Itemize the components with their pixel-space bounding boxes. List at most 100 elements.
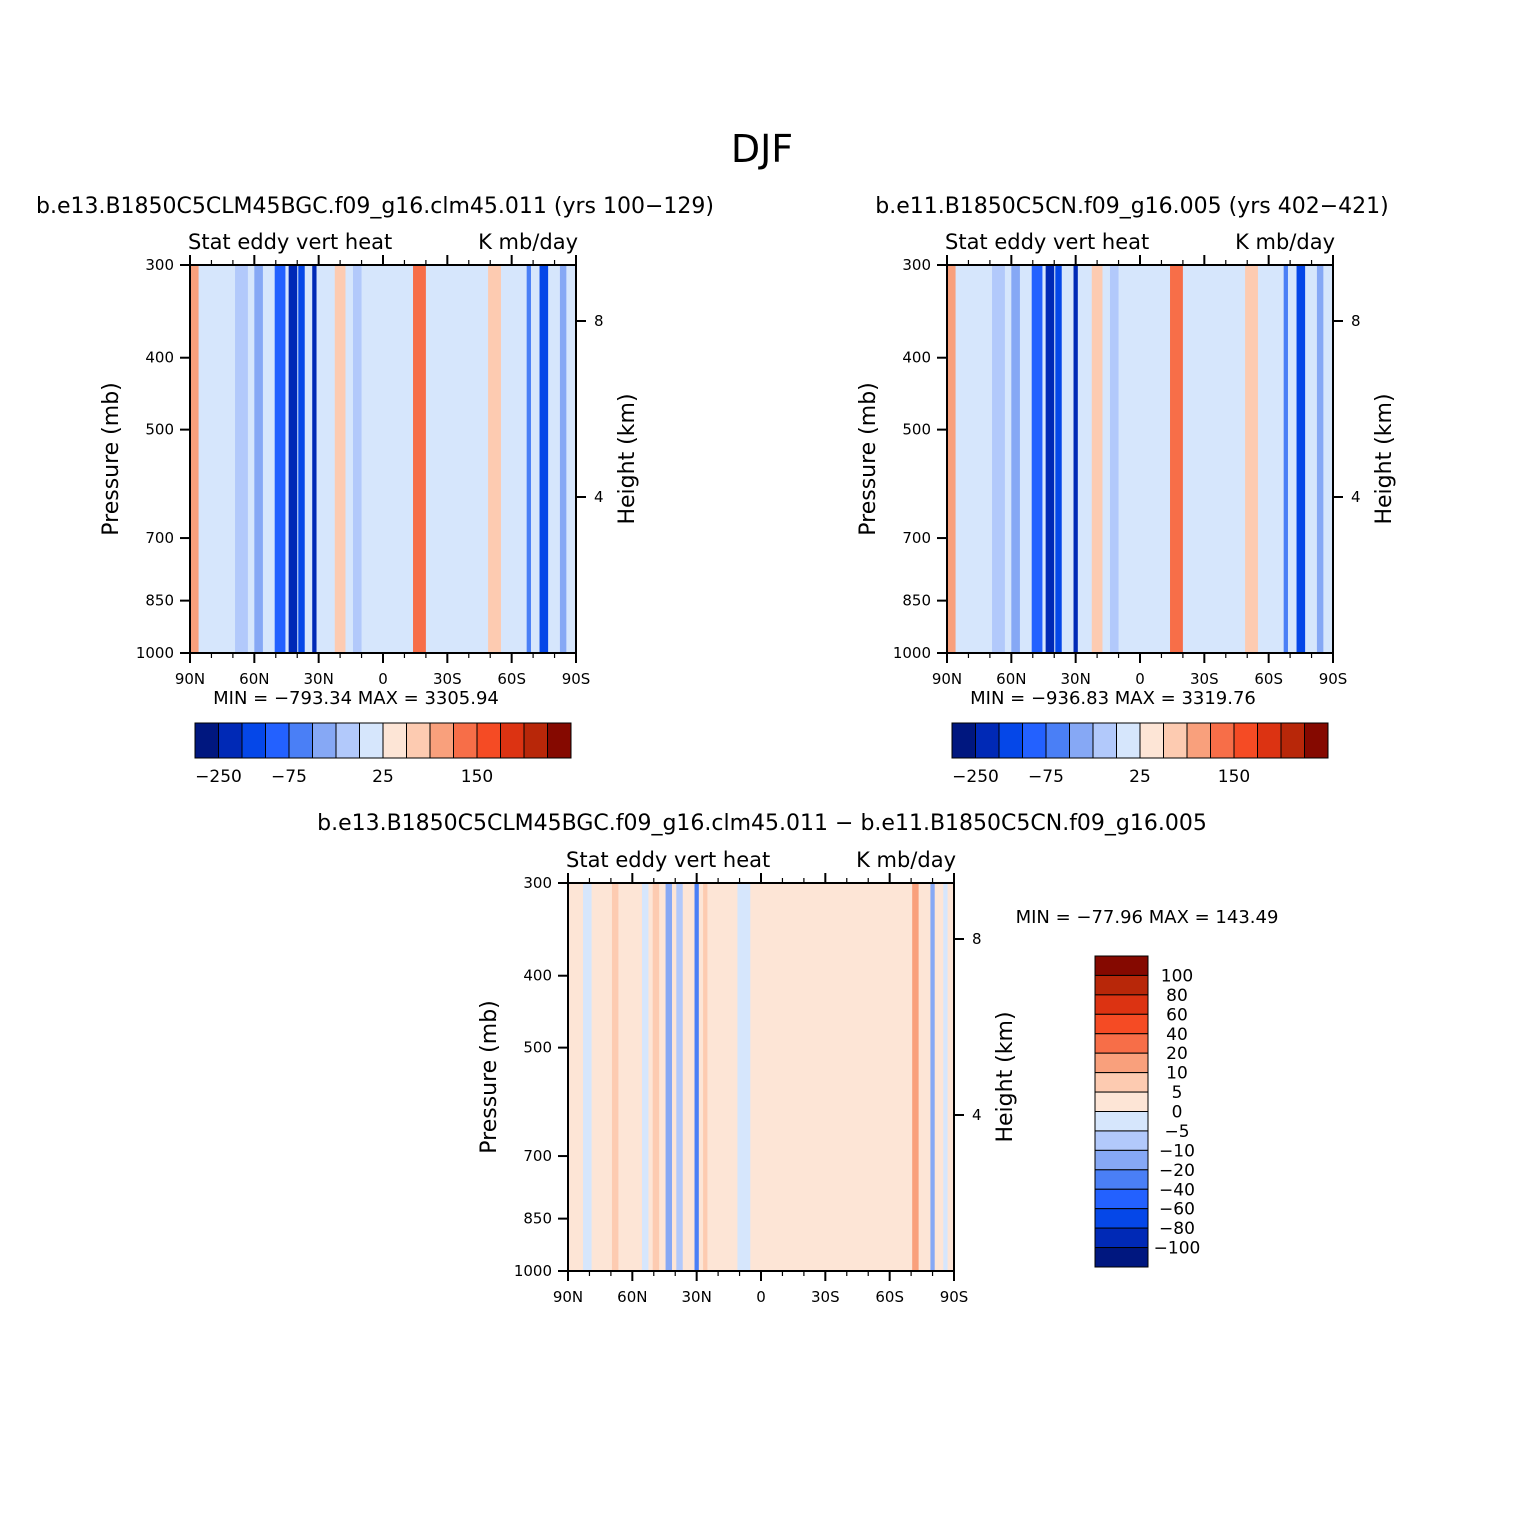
- field-band: [334, 265, 346, 653]
- field-band: [703, 883, 708, 1271]
- plot-area: [947, 265, 1333, 653]
- figure-title: DJF: [731, 127, 793, 171]
- colorbar-box: [1094, 1091, 1149, 1112]
- field-band: [1146, 265, 1156, 653]
- colorbar-box: [1094, 1052, 1149, 1074]
- field-band: [1283, 265, 1288, 653]
- colorbar-box: [288, 722, 313, 759]
- colorbar-box: [500, 722, 525, 759]
- colorbar-box: [1304, 722, 1329, 759]
- colorbar-label: 40: [1166, 1025, 1188, 1045]
- colorbar-box: [1094, 1149, 1149, 1171]
- y-right-tick-label: 4: [594, 488, 604, 506]
- field-band: [1055, 265, 1062, 653]
- y-tick-label: 700: [902, 529, 931, 547]
- field-band: [641, 883, 649, 1271]
- colorbar-label: 25: [372, 767, 394, 787]
- colorbar-box: [1094, 1130, 1149, 1151]
- colorbar-label: 150: [461, 767, 493, 787]
- y-axis-title: Pressure (mb): [99, 382, 124, 536]
- colorbar-box: [1210, 722, 1235, 759]
- field-band: [413, 265, 426, 653]
- plot-area: [568, 883, 954, 1271]
- left-string: Stat eddy vert heat: [945, 230, 1149, 254]
- field-band: [737, 883, 751, 1271]
- colorbar-box: [1092, 722, 1117, 759]
- field-band: [235, 265, 248, 653]
- left-string: Stat eddy vert heat: [188, 230, 392, 254]
- field-band: [288, 265, 298, 653]
- y-tick-label: 300: [145, 256, 174, 274]
- colorbar-box: [1094, 1033, 1149, 1054]
- colorbar-box: [1257, 722, 1282, 759]
- field-band: [583, 883, 592, 1271]
- field-band: [312, 265, 317, 653]
- field-band: [665, 883, 673, 1271]
- y-right-axis-title: Height (km): [993, 1011, 1018, 1142]
- colorbar-box: [194, 722, 219, 759]
- colorbar-box: [1139, 722, 1164, 759]
- colorbar-box: [1233, 722, 1258, 759]
- colorbar-box: [1069, 722, 1094, 759]
- colorbar-box: [1280, 722, 1305, 759]
- panel-case-2: 90N 60N 30N 0 30S 60S 90S 300 400 500 700 850 1000 8 4…: [856, 194, 1397, 787]
- x-tick-label: 30N: [682, 1288, 712, 1306]
- colorbar-box: [1094, 955, 1149, 976]
- field-band: [912, 883, 919, 1271]
- x-tick-label: 60N: [996, 670, 1026, 688]
- field-band: [947, 265, 956, 653]
- x-tick-label: 60S: [497, 670, 526, 688]
- y-tick-label: 300: [523, 874, 552, 892]
- y-tick-label: 1000: [136, 644, 174, 662]
- field-band: [992, 265, 1005, 653]
- colorbar-label: −40: [1159, 1180, 1195, 1200]
- colorbar-label: 60: [1166, 1005, 1188, 1025]
- plot-background: [947, 265, 1333, 653]
- colorbar-label: 10: [1166, 1064, 1188, 1084]
- colorbar-label: −100: [1154, 1239, 1201, 1259]
- y-right-tick-label: 8: [1351, 312, 1361, 330]
- colorbar-box: [382, 722, 407, 759]
- colorbar-label: −75: [1028, 767, 1064, 787]
- colorbar-box: [1094, 1188, 1149, 1210]
- colorbar-box: [1045, 722, 1070, 759]
- field-band: [1011, 265, 1020, 653]
- field-band: [274, 265, 286, 653]
- colorbar-box: [951, 722, 976, 759]
- colorbar-box: [429, 722, 454, 759]
- field-band: [1073, 265, 1078, 653]
- field-band: [539, 265, 549, 653]
- field-band: [298, 265, 305, 653]
- field-band: [1170, 265, 1183, 653]
- colorbar-box: [547, 722, 572, 759]
- y-tick-label: 700: [145, 529, 174, 547]
- x-tick-label: 30N: [1061, 670, 1091, 688]
- panel-case-1: 90N 60N 30N 0 30S 60S 90S 300 400 500 700 850 1000 8 4…: [36, 194, 714, 787]
- colorbar-box: [453, 722, 478, 759]
- colorbar-label: 100: [1161, 966, 1193, 986]
- colorbar-label: −60: [1159, 1200, 1195, 1220]
- colorbar-box: [335, 722, 360, 759]
- field-band: [930, 883, 935, 1271]
- y-tick-label: 300: [902, 256, 931, 274]
- colorbar-label: −10: [1159, 1141, 1195, 1161]
- x-tick-label: 30N: [304, 670, 334, 688]
- colorbar-label: −5: [1164, 1122, 1189, 1142]
- colorbar-box: [476, 722, 501, 759]
- field-band: [694, 883, 699, 1271]
- x-tick-label: 30S: [1190, 670, 1219, 688]
- y-axis-title: Pressure (mb): [477, 1000, 502, 1154]
- colorbar-box: [1094, 1227, 1149, 1249]
- y-tick-label: 500: [145, 421, 174, 439]
- difference-title: b.e13.B1850C5CLM45BGC.f09_g16.clm45.011 …: [317, 811, 1207, 836]
- x-tick-label: 90S: [1319, 670, 1348, 688]
- colorbar-box: [523, 722, 548, 759]
- colorbar-label: 5: [1172, 1083, 1183, 1103]
- colorbar-box: [1094, 1111, 1149, 1132]
- right-string: K mb/day: [478, 230, 578, 254]
- x-tick-label: 60N: [239, 670, 269, 688]
- field-band: [488, 265, 501, 653]
- x-tick-label: 60S: [1254, 670, 1283, 688]
- right-string: K mb/day: [1235, 230, 1335, 254]
